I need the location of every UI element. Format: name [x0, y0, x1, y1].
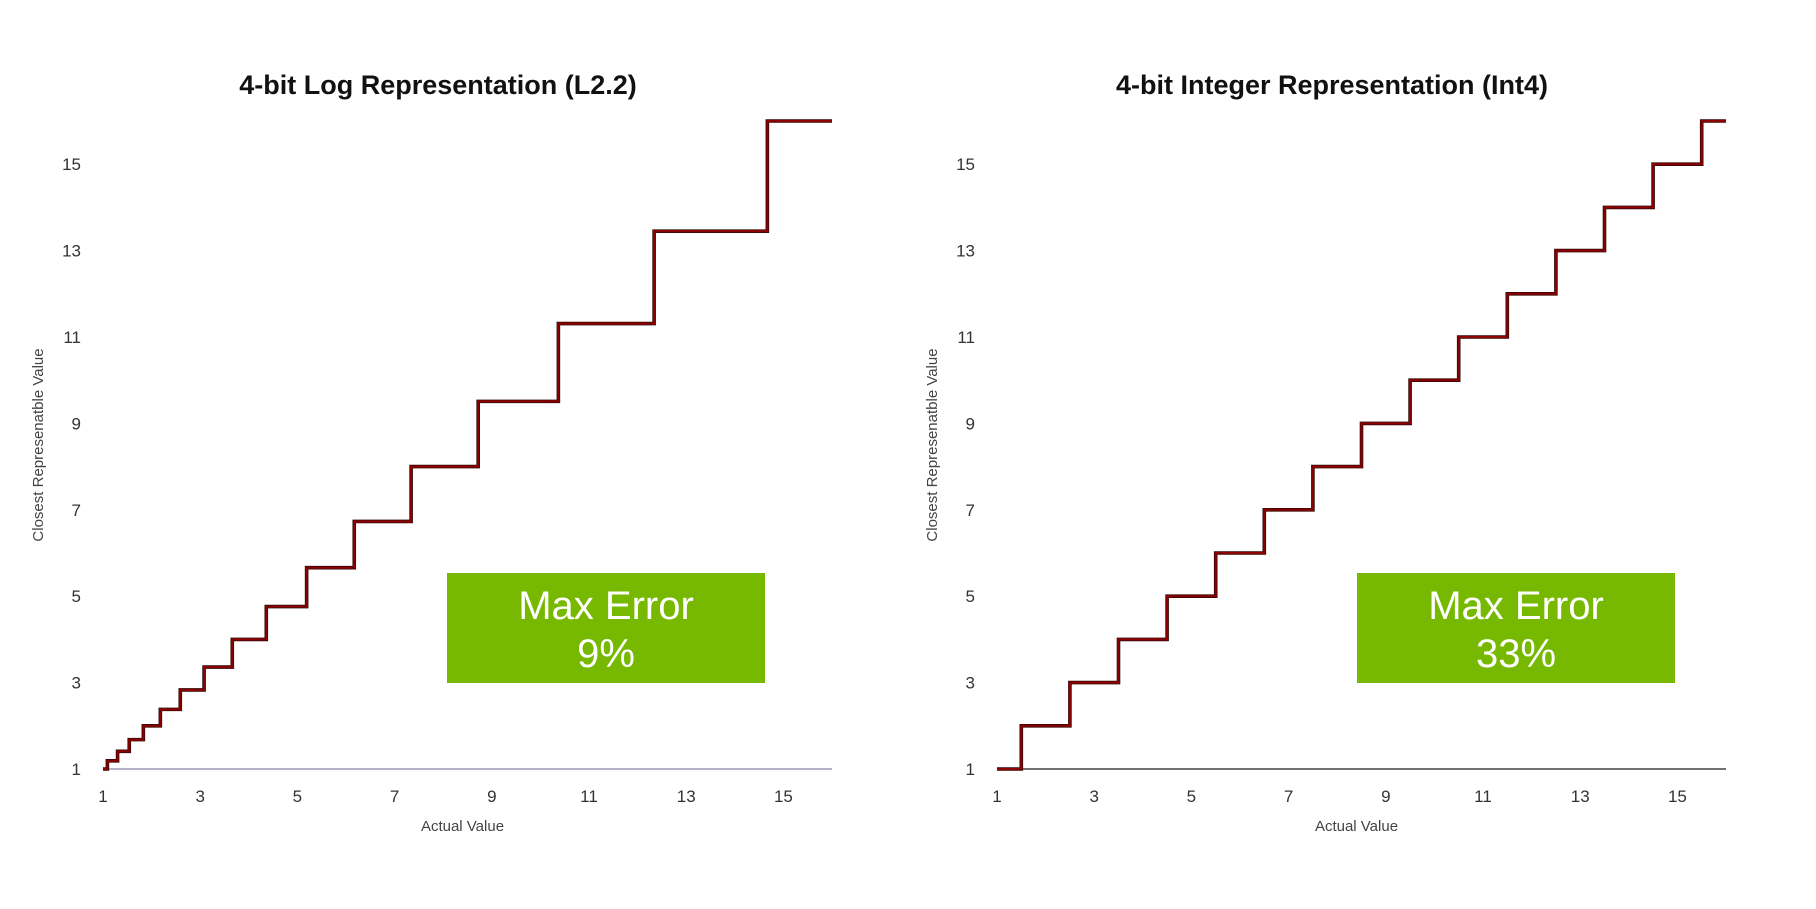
x-tick-label: 3 — [195, 787, 204, 806]
y-tick-label: 13 — [956, 242, 975, 261]
y-tick-label: 7 — [72, 501, 81, 520]
y-tick-label: 5 — [966, 587, 975, 606]
x-tick-label: 5 — [293, 787, 302, 806]
x-tick-label: 9 — [487, 787, 496, 806]
x-tick-label: 7 — [390, 787, 399, 806]
y-tick-label: 5 — [72, 587, 81, 606]
y-tick-label: 1 — [72, 760, 81, 779]
x-tick-label: 3 — [1089, 787, 1098, 806]
y-tick-label: 9 — [966, 414, 975, 433]
chart-title: 4-bit Log Representation (L2.2) — [239, 70, 637, 100]
x-axis-label: Actual Value — [1315, 818, 1398, 835]
y-tick-label: 15 — [62, 155, 81, 174]
chart-title: 4-bit Integer Representation (Int4) — [1116, 70, 1548, 100]
max-error-label: Max Error — [518, 584, 694, 628]
y-tick-label: 3 — [72, 674, 81, 693]
y-axis-label: Closest Represenatble Value — [30, 348, 47, 541]
x-tick-label: 9 — [1381, 787, 1390, 806]
step-line — [103, 119, 832, 771]
y-tick-label: 11 — [957, 328, 975, 347]
x-tick-label: 11 — [1474, 787, 1492, 806]
x-tick-label: 11 — [580, 787, 598, 806]
y-axis-label: Closest Represenatble Value — [924, 348, 941, 541]
max-error-value: 9% — [577, 632, 635, 676]
y-tick-label: 1 — [966, 760, 975, 779]
max-error-badge — [447, 573, 765, 683]
step-line — [997, 119, 1726, 771]
x-tick-label: 1 — [98, 787, 107, 806]
x-tick-label: 7 — [1284, 787, 1293, 806]
y-tick-label: 3 — [966, 674, 975, 693]
y-tick-label: 13 — [62, 242, 81, 261]
x-tick-label: 15 — [774, 787, 793, 806]
x-axis-label: Actual Value — [421, 818, 504, 835]
y-tick-label: 9 — [72, 414, 81, 433]
x-tick-label: 1 — [992, 787, 1001, 806]
max-error-badge — [1357, 573, 1675, 683]
x-tick-label: 13 — [677, 787, 696, 806]
y-tick-label: 7 — [966, 501, 975, 520]
log-representation-chart: 4-bit Log Representation (L2.2)1 3 5 7 9 11 13… — [30, 70, 832, 835]
y-tick-label: 11 — [63, 328, 81, 347]
integer-representation-chart: 4-bit Integer Representation (Int4)1 3 5 7 9… — [924, 70, 1726, 835]
x-tick-label: 15 — [1668, 787, 1687, 806]
max-error-value: 33% — [1476, 632, 1556, 676]
x-tick-label: 13 — [1571, 787, 1590, 806]
x-tick-label: 5 — [1187, 787, 1196, 806]
max-error-label: Max Error — [1428, 584, 1604, 628]
y-tick-label: 15 — [956, 155, 975, 174]
